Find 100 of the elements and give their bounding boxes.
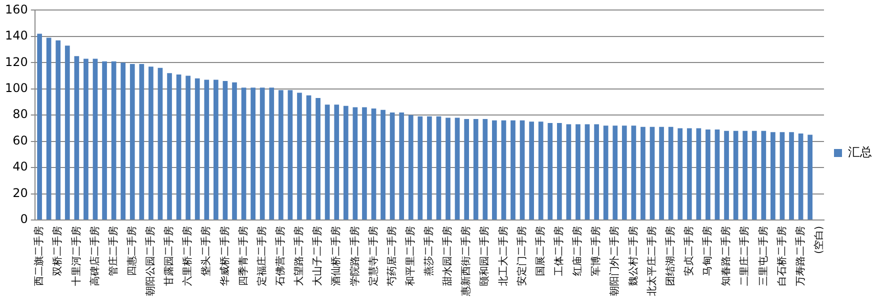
- y-tick-label: 80: [12, 107, 28, 122]
- bar: [111, 61, 116, 220]
- x-tick-label: 朝阳公园二手房: [144, 226, 157, 296]
- bar: [510, 120, 516, 220]
- bar: [306, 95, 312, 220]
- bar: [678, 128, 683, 220]
- y-tick-label: 140: [5, 28, 28, 43]
- bar: [696, 128, 702, 220]
- bar: [352, 107, 358, 220]
- y-tick-label: 20: [12, 186, 28, 200]
- bar: [269, 88, 274, 220]
- bar: [789, 132, 794, 220]
- bar: [761, 130, 766, 220]
- x-tick-label: 定福庄二手房: [256, 226, 268, 286]
- bar: [798, 133, 804, 220]
- bar: [399, 112, 404, 220]
- bar: [650, 126, 655, 220]
- bar: [622, 126, 627, 220]
- bar: [770, 132, 776, 220]
- bar: [529, 122, 534, 220]
- bar: [102, 61, 107, 220]
- x-tick-label: 华威桥二手房: [218, 226, 231, 286]
- x-tick-label: 安贞二手房: [682, 226, 695, 276]
- x-tick-label: 双桥二手房: [52, 226, 64, 276]
- bar: [446, 118, 450, 220]
- bar: [84, 58, 88, 220]
- x-tick-label: 四季青二手房: [237, 226, 250, 286]
- x-tick-label: 六里桥二手房: [182, 226, 194, 286]
- y-tick-label: 60: [12, 133, 28, 148]
- x-tick-label: 二里庄二手房: [738, 226, 751, 286]
- bar: [686, 128, 692, 220]
- bar: [46, 38, 52, 220]
- y-tick-label: 160: [5, 2, 28, 16]
- y-tick-label: 120: [5, 54, 28, 69]
- x-tick-label: 和平里二手房: [404, 226, 416, 286]
- bar: [297, 92, 302, 220]
- bar: [148, 66, 154, 220]
- bar: [780, 132, 785, 220]
- x-tick-label: 高碑店二手房: [88, 226, 101, 286]
- bar: [631, 126, 636, 220]
- x-tick-label: 石佛营二手房: [274, 226, 287, 286]
- bar: [158, 68, 163, 220]
- bar: [176, 74, 182, 220]
- bar: [612, 126, 618, 220]
- x-tick-label: 惠新西街二手房: [460, 226, 472, 297]
- x-tick-label: 魏公村二手房: [627, 226, 640, 286]
- bar: [659, 126, 664, 220]
- x-tick-label: 大望路二手房: [293, 226, 306, 286]
- bar: [724, 130, 729, 220]
- bar: [752, 130, 757, 220]
- x-tick-label: 十里河二手房: [70, 226, 82, 286]
- bar: [418, 116, 423, 220]
- x-tick-label: 管庄二手房: [107, 226, 120, 276]
- x-tick-label: 团结湖二手房: [664, 226, 676, 286]
- x-tick-label: 知春路二手房: [720, 226, 732, 286]
- x-tick-label: 学院路二手房: [348, 226, 361, 286]
- legend-label: 汇总: [848, 145, 872, 160]
- x-tick-label: 颐和园二手房: [478, 226, 491, 286]
- bar: [408, 115, 414, 220]
- bar: [473, 119, 478, 220]
- x-tick-label: 四惠二手房: [126, 226, 138, 276]
- bar: [334, 104, 340, 220]
- bar: [501, 120, 506, 220]
- bar: [139, 64, 144, 220]
- bar: [371, 108, 376, 220]
- x-tick-label: 朝阳门外二手房: [608, 226, 621, 296]
- bar: [714, 130, 720, 220]
- bar: [204, 80, 210, 220]
- bar: [594, 124, 599, 220]
- bar: [250, 88, 256, 220]
- bar: [464, 119, 470, 220]
- bar: [390, 112, 395, 220]
- bar: [241, 88, 246, 220]
- bar: [316, 98, 320, 220]
- bar: [64, 46, 70, 220]
- bar: [427, 116, 432, 220]
- bar: [668, 126, 674, 220]
- y-tick-label: 0: [20, 212, 28, 226]
- bar: [576, 124, 580, 220]
- x-tick-label: 定慧寺二手房: [367, 226, 380, 286]
- bar: [492, 120, 497, 220]
- x-tick-label: 红庙二手房: [572, 226, 584, 276]
- bar: [548, 122, 553, 220]
- x-tick-label: 工体二手房: [553, 226, 566, 276]
- x-tick-label: 酒仙桥二手房: [330, 226, 342, 286]
- x-tick-label: (空白): [812, 226, 825, 254]
- bar: [120, 62, 126, 220]
- bar: [808, 134, 812, 220]
- bar: [343, 106, 348, 220]
- bar: [706, 130, 710, 220]
- bar: [37, 34, 42, 220]
- x-tick-label: 万寿路二手房: [794, 226, 806, 286]
- bar: [556, 122, 562, 220]
- bar: [74, 56, 80, 220]
- bar: [640, 126, 646, 220]
- x-tick-label: 甘露园二手房: [163, 226, 176, 286]
- bar: [520, 120, 525, 220]
- bar: [436, 116, 442, 220]
- bar: [260, 88, 265, 220]
- x-tick-label: 国展二手房: [534, 226, 546, 276]
